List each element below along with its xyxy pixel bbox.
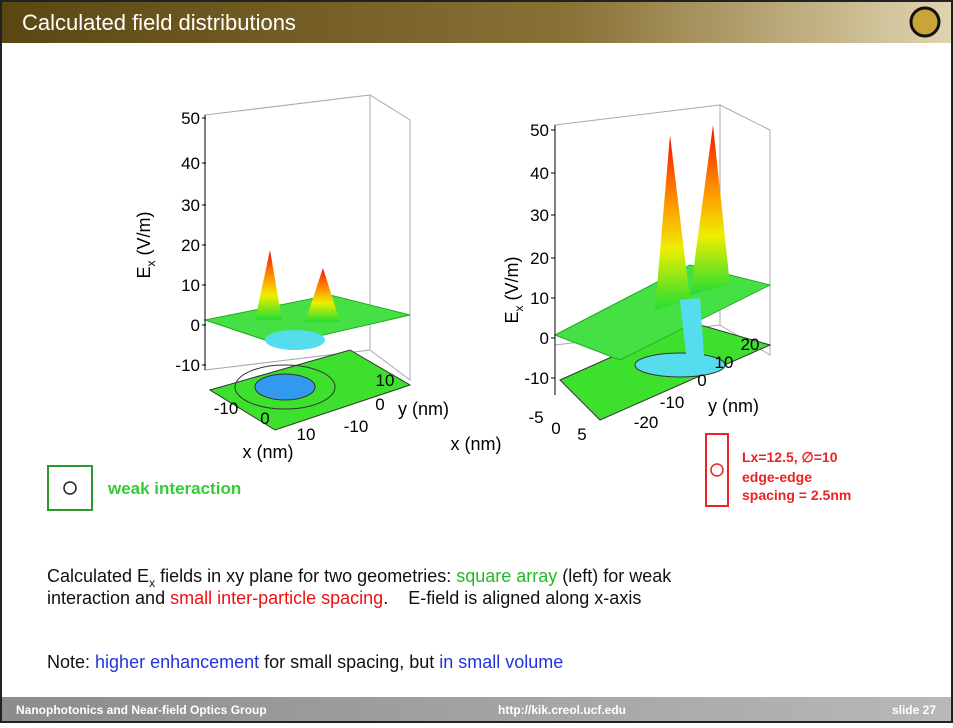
logo xyxy=(909,6,941,38)
x-axis-label: x (nm) xyxy=(243,442,294,462)
z-tick-label: 40 xyxy=(530,164,549,183)
peak xyxy=(255,250,282,320)
peak xyxy=(305,268,340,322)
z-tick-label: 0 xyxy=(540,329,549,348)
text: Note: xyxy=(47,652,95,672)
legend-box xyxy=(47,465,93,511)
text: fields in xy plane for two geometries: xyxy=(155,566,456,586)
y-axis-label: y (nm) xyxy=(398,399,449,419)
note-line: Note: higher enhancement for small spaci… xyxy=(47,652,563,672)
z-axis-label: Ex (V/m) xyxy=(134,211,158,278)
footer-url: http://kik.creol.ucf.edu xyxy=(498,703,626,717)
side-wall xyxy=(719,104,771,356)
footer-group: Nanophotonics and Near-field Optics Grou… xyxy=(16,703,267,717)
footer-bar xyxy=(2,697,951,721)
left-plot xyxy=(203,94,412,431)
x-tick-label: 0 xyxy=(551,419,560,438)
dip xyxy=(265,330,325,350)
z-axis-label: Ex (V/m) xyxy=(502,256,526,323)
peak xyxy=(655,135,690,310)
text: E xyxy=(134,266,154,278)
x-tick-label: 0 xyxy=(260,409,269,428)
z-tick-label: 30 xyxy=(181,196,200,215)
legend-label: edge-edge xyxy=(742,469,812,485)
z-tick-label: 50 xyxy=(530,121,549,140)
side-wall xyxy=(369,94,411,381)
x-tick-label: 5 xyxy=(577,425,586,444)
x-tick-label: -10 xyxy=(214,399,239,418)
y-tick-label: 0 xyxy=(697,371,706,390)
floor-contour xyxy=(234,364,336,410)
text: interaction and xyxy=(47,588,170,608)
highlight: small inter-particle spacing xyxy=(170,588,383,608)
footer-slide: slide 27 xyxy=(892,703,936,717)
subscript: x xyxy=(144,260,158,266)
text: (V/m) xyxy=(134,211,154,260)
y-tick-label: 20 xyxy=(741,335,760,354)
subscript: x xyxy=(512,305,526,311)
y-tick-label: 10 xyxy=(715,353,734,372)
slide-title: Calculated field distributions xyxy=(22,10,296,35)
y-tick-label: 10 xyxy=(376,371,395,390)
z-tick-label: 10 xyxy=(530,289,549,308)
z-tick-label: 50 xyxy=(181,109,200,128)
z-tick-label: 40 xyxy=(181,154,200,173)
text: E xyxy=(502,311,522,323)
text: (left) for weak xyxy=(557,566,672,586)
x-tick-label: -5 xyxy=(528,408,543,427)
y-tick-label: -10 xyxy=(660,393,685,412)
text: (V/m) xyxy=(502,256,522,305)
highlight: in small volume xyxy=(439,652,563,672)
z-tick-label: -10 xyxy=(524,369,549,388)
text: Calculated E xyxy=(47,566,149,586)
z-tick-label: 20 xyxy=(181,236,200,255)
z-tick-label: 20 xyxy=(530,249,549,268)
highlight: square array xyxy=(456,566,557,586)
floor-contour xyxy=(634,352,726,378)
text: for small spacing, but xyxy=(259,652,439,672)
subscript: x xyxy=(149,576,155,590)
legend-box xyxy=(705,433,729,507)
title-bar xyxy=(2,2,951,43)
floor-contour xyxy=(254,373,316,401)
right-plot xyxy=(553,104,772,421)
body-line: Calculated Ex fields in xy plane for two… xyxy=(47,566,672,590)
legend-particle xyxy=(63,481,77,495)
surface xyxy=(553,264,772,361)
z-tick-label: 0 xyxy=(191,316,200,335)
z-tick-label: 30 xyxy=(530,206,549,225)
z-tick-label: 10 xyxy=(181,276,200,295)
x-tick-label: 10 xyxy=(297,425,316,444)
legend-particle xyxy=(710,463,724,477)
highlight: higher enhancement xyxy=(95,652,259,672)
legend-label: spacing = 2.5nm xyxy=(742,487,851,503)
body-line: interaction and small inter-particle spa… xyxy=(47,588,641,608)
peak xyxy=(690,125,730,295)
y-tick-label: -10 xyxy=(344,417,369,436)
x-axis-label: x (nm) xyxy=(451,434,502,454)
legend-label: weak interaction xyxy=(107,479,241,498)
y-tick-label: -20 xyxy=(634,413,659,432)
y-axis-label: y (nm) xyxy=(708,396,759,416)
z-tick-label: -10 xyxy=(175,356,200,375)
text: . E-field is aligned along x-axis xyxy=(383,588,641,608)
y-tick-label: 0 xyxy=(375,395,384,414)
dip xyxy=(680,298,705,372)
legend-label: Lx=12.5, ∅=10 xyxy=(742,449,838,465)
